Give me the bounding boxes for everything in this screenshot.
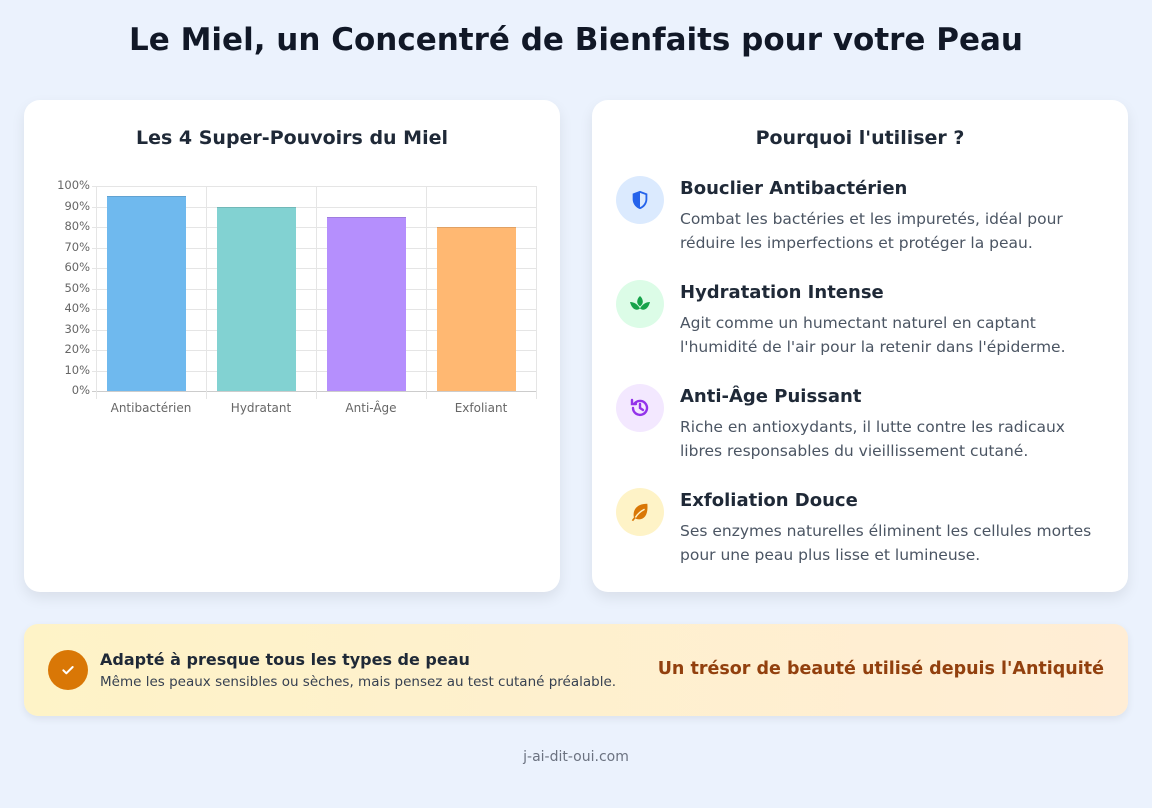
gridline [92, 227, 536, 228]
benefit-title: Exfoliation Douce [680, 490, 858, 511]
benefit-desc: Combat les bactéries et les impuretés, i… [680, 210, 1063, 252]
benefits-title: Pourquoi l'utiliser ? [755, 127, 965, 149]
banner-tagline: Un trésor de beauté utilisé depuis l'Ant… [657, 659, 1104, 679]
bar [107, 196, 187, 391]
check-icon [48, 650, 88, 690]
benefit-title: Hydratation Intense [680, 282, 884, 303]
leaf-icon [616, 488, 664, 536]
gridline [96, 186, 97, 399]
gridline [92, 247, 536, 249]
chart-card: Les 4 Super-Pouvoirs du Miel 0% 10% 20% 30%… [24, 100, 560, 592]
banner-subtitle: Même les peaux sensibles ou sèches, mais… [100, 674, 617, 690]
lotus-icon [616, 280, 664, 328]
benefit-desc: Ses enzymes naturelles éliminent les cel… [680, 522, 1092, 564]
bar [327, 216, 407, 391]
bar-chart: 0% 10% 20% 30% 40% 50% 60% 70% 80% 90% 100% Antibac… [24, 100, 560, 592]
gridline [92, 350, 536, 351]
gridline [426, 186, 427, 399]
info-banner: Adapté à presque tous les types de peau … [24, 624, 1128, 716]
gridline [92, 186, 536, 187]
gridline [92, 391, 536, 392]
y-tick-label: 40% [64, 301, 90, 315]
x-tick-label: Antibactérien [110, 401, 192, 415]
shield-icon [616, 176, 664, 224]
y-tick-label: 50% [64, 280, 90, 295]
y-tick-label: 0% [71, 383, 90, 397]
x-tick-label: Anti-Âge [345, 401, 397, 415]
benefits-card: Pourquoi l'utiliser ? Bouclier Antibacté… [592, 100, 1128, 592]
benefit-title: Bouclier Antibactérien [680, 178, 908, 199]
gridline [92, 309, 536, 310]
y-tick-label: 30% [64, 321, 90, 336]
gridline [536, 186, 537, 399]
gridline [92, 268, 536, 269]
history-icon [616, 384, 664, 432]
gridline [92, 206, 536, 208]
y-tick-label: 10% [64, 362, 90, 377]
gridline [316, 186, 317, 399]
banner-title: Adapté à presque tous les types de peau [100, 650, 470, 669]
x-tick-label: Hydratant [230, 401, 292, 415]
page-title: Le Miel, un Concentré de Bienfaits pour … [129, 22, 1023, 58]
footer-text: j-ai-dit-oui.com [523, 749, 629, 765]
benefit-desc: Agit comme un humectant naturel en capta… [680, 314, 1066, 356]
gridline [92, 288, 536, 290]
y-tick-label: 60% [64, 260, 90, 274]
y-tick-label: 90% [64, 198, 90, 213]
benefit-title: Anti-Âge Puissant [680, 386, 862, 407]
gridline [92, 370, 536, 372]
x-tick-label: Exfoliant [454, 401, 508, 415]
gridline [206, 186, 207, 399]
gridline [92, 329, 536, 331]
y-tick-label: 100% [57, 178, 90, 192]
y-tick-label: 80% [64, 219, 90, 233]
y-tick-label: 20% [64, 342, 90, 356]
benefit-desc: Riche en antioxydants, il lutte contre l… [680, 418, 1065, 460]
bar [217, 206, 297, 391]
chart-title: Les 4 Super-Pouvoirs du Miel [135, 127, 448, 149]
bar [437, 227, 517, 391]
y-tick-label: 70% [64, 239, 90, 254]
